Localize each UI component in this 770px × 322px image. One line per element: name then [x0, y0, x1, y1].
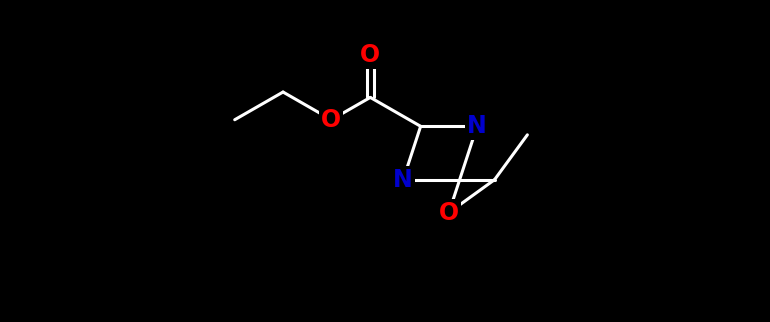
- Text: O: O: [321, 108, 341, 132]
- Text: O: O: [360, 43, 380, 67]
- Text: N: N: [393, 168, 413, 192]
- Text: N: N: [467, 114, 487, 138]
- Text: O: O: [439, 201, 459, 225]
